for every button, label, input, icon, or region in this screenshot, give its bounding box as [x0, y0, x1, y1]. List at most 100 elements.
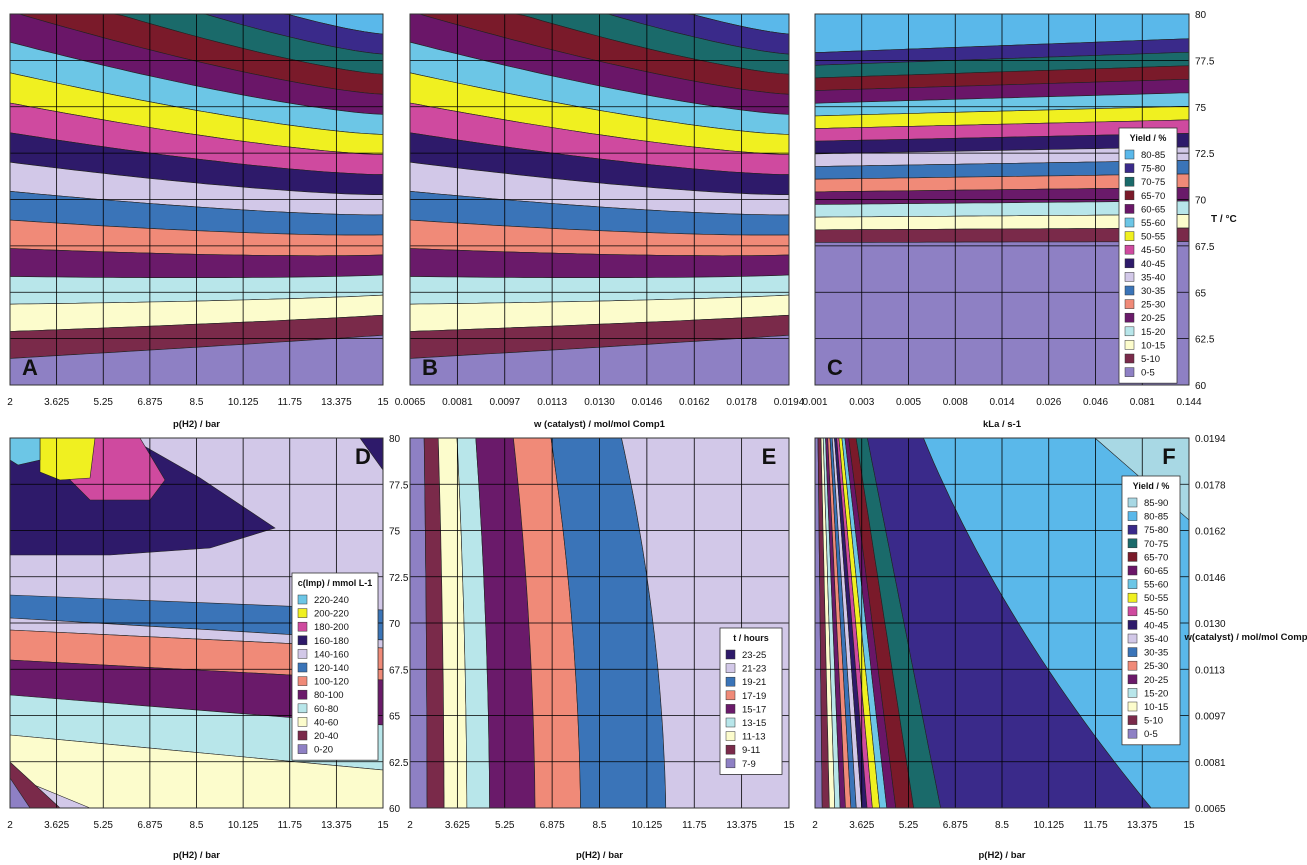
panel-E-x-tick: 2 — [407, 820, 413, 831]
panel-F-x-tick: 15 — [1183, 820, 1195, 831]
panel-F-y-tick: 0.0162 — [1195, 527, 1226, 538]
panel-B-x-tick: 0.0194 — [774, 397, 805, 408]
panel-label-A: A — [22, 355, 38, 380]
panel-E-legend-label: 13-15 — [742, 718, 766, 729]
panel-C-legend-swatch — [1124, 340, 1135, 350]
panel-label-D: D — [355, 444, 371, 469]
panel-E-legend-label: 11-13 — [742, 732, 766, 743]
y-axis-title: T / °C — [1211, 214, 1237, 225]
panel-C-legend-title: Yield / % — [1130, 133, 1167, 143]
panel-C-legend-label: 0-5 — [1141, 368, 1155, 379]
panel-F-legend-swatch — [1127, 620, 1138, 630]
panel-E-legend-label: 7-9 — [742, 759, 756, 770]
panel-E-legend-swatch — [725, 690, 736, 701]
panel-C-legend-label: 80-85 — [1141, 150, 1165, 161]
panel-label-F: F — [1162, 444, 1175, 469]
panel-C: C 0.001 0.003 0.005 0.008 0.014 0.026 0.046 0.08… — [802, 10, 1236, 430]
panel-B: B 0.0065 0.0081 0.0097 0.0113 0.0130 0.0146 0.0… — [395, 13, 805, 430]
panel-E-x-tick: 13.375 — [726, 820, 757, 831]
panel-E-legend-swatch — [725, 717, 736, 728]
panel-C-y-tick: 80 — [1195, 10, 1207, 21]
panel-F-legend-label: 15-20 — [1144, 688, 1168, 699]
panel-C-legend-swatch — [1124, 312, 1135, 323]
panel-F-legend-swatch — [1127, 728, 1138, 739]
panel-D-y-tick: 70 — [389, 619, 401, 630]
panel-F-x-tick: 3.625 — [849, 820, 874, 831]
panel-E-x-tick: 6.875 — [540, 820, 565, 831]
panel-C-legend-label: 20-25 — [1141, 313, 1165, 324]
panel-F-legend-label: 5-10 — [1144, 716, 1163, 727]
panel-F-legend-swatch — [1127, 497, 1138, 508]
panel-F-legend-label: 25-30 — [1144, 661, 1168, 672]
panel-D-legend-swatch — [297, 594, 308, 605]
panel-D-frame — [9, 437, 384, 809]
panel-C-legend-swatch — [1124, 353, 1135, 364]
panel-C-x-tick: 0.003 — [849, 397, 874, 408]
panel-B-x-tick: 0.0097 — [489, 397, 520, 408]
panel-F-legend-swatch — [1127, 647, 1138, 657]
panel-C-legend-swatch — [1124, 217, 1135, 228]
panel-C-x-tick: 0.001 — [802, 397, 827, 408]
panel-C-y-tick: 65 — [1195, 288, 1207, 299]
panel-F-legend-swatch — [1127, 633, 1138, 644]
panel-F-y-tick: 0.0113 — [1195, 665, 1225, 676]
panel-D-legend-swatch — [297, 676, 308, 686]
panel-F-y-tick: 0.0130 — [1195, 619, 1226, 630]
panel-label-B: B — [422, 355, 438, 380]
panel-F-y-tick: 0.0081 — [1195, 758, 1226, 769]
panel-D-y-tick: 62.5 — [389, 758, 409, 769]
panel-C-frame — [814, 13, 1190, 386]
panel-F-legend-swatch — [1127, 674, 1138, 685]
panel-F-legend-swatch — [1127, 660, 1138, 671]
panel-D-legend-swatch — [297, 635, 308, 646]
panel-E: E 2 3.625 5.25 6.875 8.5 10.125 11.75 13.375 15 p(… — [407, 437, 795, 861]
panel-E-x-tick: 8.5 — [593, 820, 607, 831]
panel-F-x-tick: 8.5 — [995, 820, 1009, 831]
panel-D-x-tick: 6.875 — [137, 820, 162, 831]
panel-E-legend-swatch — [725, 649, 736, 660]
panel-B-x-tick: 0.0113 — [537, 397, 567, 408]
panel-C-x-tick: 0.081 — [1130, 397, 1155, 408]
panel-C-y-tick: 72.5 — [1195, 149, 1215, 160]
panel-F-legend-label: 80-85 — [1144, 512, 1168, 523]
panel-A-x-tick: 10.125 — [228, 397, 259, 408]
panel-F-legend-swatch — [1127, 538, 1138, 549]
panel-D-x-tick: 5.25 — [94, 820, 114, 831]
panel-F-legend-swatch — [1127, 565, 1138, 576]
panel-C-legend-label: 75-80 — [1141, 164, 1165, 175]
panel-D-legend-swatch — [297, 703, 308, 714]
panel-C-legend-label: 55-60 — [1141, 218, 1165, 229]
panel-C-legend-label: 50-55 — [1141, 232, 1165, 243]
panel-C-legend-swatch — [1124, 272, 1135, 282]
panel-D-band-220-240 — [9, 437, 41, 466]
panel-E-legend-swatch — [725, 663, 736, 673]
panel-E-legend-label: 19-21 — [742, 677, 766, 688]
panel-B-frame — [409, 13, 790, 386]
panel-E-frame — [409, 437, 790, 809]
panel-C-legend-label: 70-75 — [1141, 177, 1165, 188]
panel-D-y-tick: 77.5 — [389, 480, 409, 491]
panel-F-x-tick: 11.75 — [1083, 820, 1108, 831]
panel-F-legend-label: 75-80 — [1144, 525, 1168, 536]
panel-E-legend-swatch — [725, 758, 736, 769]
panel-C-legend-label: 35-40 — [1141, 272, 1165, 283]
panel-C-x-tick: 0.026 — [1036, 397, 1061, 408]
panel-F-legend-label: 40-45 — [1144, 620, 1168, 631]
panel-C-legend-swatch — [1124, 258, 1135, 269]
panel-D-x-tick: 15 — [377, 820, 389, 831]
panel-C-x-tick: 0.005 — [896, 397, 921, 408]
panel-B-x-tick: 0.0130 — [584, 397, 615, 408]
panel-E-x-tick: 3.625 — [445, 820, 470, 831]
panel-C-legend-swatch — [1124, 176, 1135, 187]
y-axis-title: w(catalyst) / mol/mol Comp 1 — [1184, 632, 1307, 643]
panel-F-legend-title: Yield / % — [1133, 481, 1170, 491]
panel-D-legend-swatch — [297, 621, 308, 632]
panel-D: D 2 3.625 5.25 6.875 8.5 10.125 11.75 13.375 15 80… — [7, 434, 409, 861]
panel-D-legend-label: 20-40 — [314, 731, 338, 742]
panel-A-x-tick: 13.375 — [321, 397, 352, 408]
panel-A: A 2 3.625 5.25 6.875 8.5 10.125 11.75 13.375 15 p(… — [7, 13, 389, 430]
panel-D-x-tick: 8.5 — [190, 820, 204, 831]
panel-F-legend-label: 30-35 — [1144, 648, 1168, 659]
panel-C-legend-swatch — [1124, 231, 1135, 241]
